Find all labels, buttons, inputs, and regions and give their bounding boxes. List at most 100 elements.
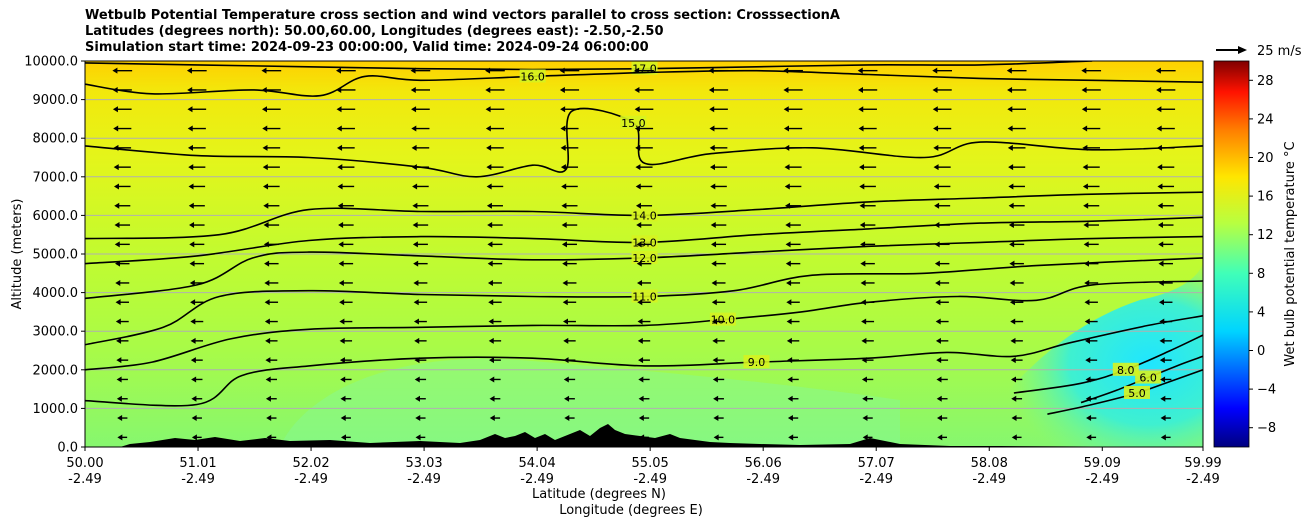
wind-vector-head [709, 164, 715, 171]
x-tick-label-lon: -2.49 [1085, 472, 1119, 487]
x-tick-label-lon: -2.49 [746, 472, 780, 487]
x-tick-label-lat: 56.06 [745, 456, 782, 471]
wind-vector-head [112, 106, 118, 113]
wind-vector-head [857, 86, 863, 93]
wind-vector-head [785, 202, 791, 209]
wind-vector-head [486, 202, 492, 209]
wind-vector-head [634, 86, 640, 93]
wind-vector-head [712, 337, 718, 344]
wind-vector-head [860, 279, 866, 286]
wind-vector-head [115, 260, 121, 267]
wind-vector-head [486, 164, 492, 171]
wind-vector-head [489, 357, 495, 364]
x-tick-label-lon: -2.49 [1186, 472, 1220, 487]
wind-vector-head [187, 106, 193, 113]
x-tick-label-lon: -2.49 [294, 472, 328, 487]
wind-vector-head [190, 318, 196, 325]
wind-vector-head [788, 434, 794, 441]
contour-label-bg [631, 250, 658, 264]
wind-vector-head [635, 164, 641, 171]
wind-vector-head [636, 241, 642, 248]
wind-vector-head [263, 222, 269, 229]
wind-vector-head [562, 299, 568, 306]
x-axis-label-latitude: Latitude (degrees N) [532, 487, 666, 502]
wind-vector-head [191, 434, 197, 441]
wind-vector-head [713, 415, 719, 422]
y-tick-label: 10000.0 [24, 55, 78, 70]
title-line-1: Wetbulb Potential Temperature cross sect… [85, 8, 840, 23]
wind-vector-head [1082, 144, 1088, 151]
wind-vector-head [1082, 125, 1088, 132]
contour-label-bg [1112, 362, 1139, 376]
x-tick-label-lon: -2.49 [181, 472, 215, 487]
y-tick-label: 2000.0 [33, 363, 79, 378]
wind-vector-head [636, 222, 642, 229]
wind-vector-head [116, 337, 122, 344]
wind-vector-head [1160, 395, 1166, 402]
wind-vector-head [713, 395, 719, 402]
wind-vector-head [488, 299, 494, 306]
wind-vector-head [785, 260, 791, 267]
wind-vector-head [1009, 241, 1015, 248]
x-tick-label-lon: -2.49 [633, 472, 667, 487]
wind-vector-head [787, 415, 793, 422]
contour-label: 10.0 [711, 314, 736, 327]
colorbar-tick-label: 8 [1257, 267, 1265, 282]
wind-vector-head [563, 337, 569, 344]
wind-vector-head [1159, 337, 1165, 344]
y-tick-label: 3000.0 [33, 325, 79, 340]
wind-vector-head [935, 279, 941, 286]
wind-vector-head [337, 202, 343, 209]
x-tick-label-lat: 54.04 [519, 456, 556, 471]
wind-vector-head [564, 415, 570, 422]
wind-vector-head [635, 183, 641, 190]
wind-vector-head [708, 86, 714, 93]
x-tick-label-lat: 57.07 [858, 456, 895, 471]
wind-vector-head [265, 337, 271, 344]
wind-vector-head [786, 337, 792, 344]
wind-vector-head [1011, 395, 1017, 402]
wind-vector-head [1010, 376, 1016, 383]
wind-vector-head [191, 395, 197, 402]
wind-vector-head [261, 106, 267, 113]
wind-vector-head [713, 434, 719, 441]
wind-vector-head [189, 241, 195, 248]
colorbar: −8 −4 0 4 8 12 16 20 24 28 [1213, 60, 1276, 448]
wind-vector-head [562, 279, 568, 286]
wind-vector-head [191, 376, 197, 383]
colorbar-tick-label: 20 [1257, 151, 1274, 166]
wind-vector-head [487, 222, 493, 229]
wind-vector-head [265, 357, 271, 364]
wind-vector-head [859, 183, 865, 190]
contour-label: 17.0 [632, 63, 657, 76]
plot-area: 17.0 16.0 15.0 14.0 13.0 12.0 11.0 10.0 9.0 8.0 6.… [85, 61, 1203, 447]
wind-vector-head [1011, 415, 1017, 422]
wind-vector-head [709, 125, 715, 132]
wind-vector-head [1083, 222, 1089, 229]
y-tick-label: 5000.0 [33, 248, 79, 263]
wind-vector-head [1159, 299, 1165, 306]
quiver-key-arrowhead [1238, 46, 1247, 54]
wind-vector-head [783, 125, 789, 132]
wind-vector-head [112, 86, 118, 93]
wind-vector-head [935, 337, 941, 344]
wind-vector-head [263, 241, 269, 248]
wind-vector-head [1007, 106, 1013, 113]
contour-label: 14.0 [632, 209, 657, 222]
wind-vector-head [1007, 125, 1013, 132]
x-tick-label-lon: -2.49 [520, 472, 554, 487]
wind-vector-head [188, 183, 194, 190]
wind-vector-head [485, 106, 491, 113]
contour-label-bg [1135, 370, 1162, 384]
wind-vector-head [1159, 318, 1165, 325]
contour-line [85, 69, 1203, 97]
contour-label: 8.0 [1117, 364, 1135, 377]
wind-vector-head [858, 125, 864, 132]
wind-vector-head [787, 357, 793, 364]
colorbar-tick-label: 4 [1257, 305, 1265, 320]
wind-vector-head [1008, 183, 1014, 190]
wind-vector-head [1083, 241, 1089, 248]
wind-vector-head [785, 241, 791, 248]
wind-vector-head [412, 222, 418, 229]
wind-vector-head [190, 357, 196, 364]
